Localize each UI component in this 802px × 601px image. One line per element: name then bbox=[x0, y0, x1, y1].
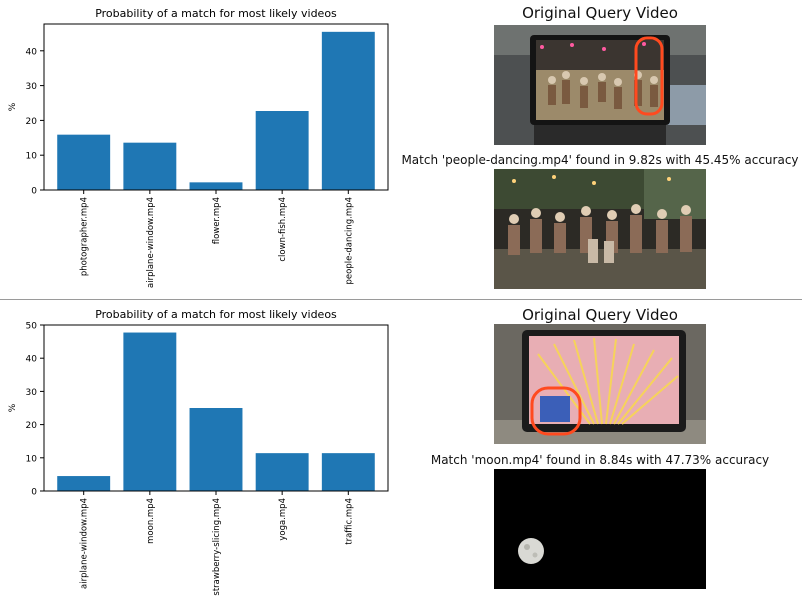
bar bbox=[321, 453, 375, 491]
query-video-frame-1 bbox=[494, 25, 706, 145]
y-tick-label: 10 bbox=[26, 152, 38, 162]
match-video-frame-2 bbox=[494, 469, 706, 589]
plot-frame bbox=[43, 23, 389, 191]
x-tick-label: airplane-window.mp4 bbox=[80, 498, 90, 589]
y-axis-label: % bbox=[8, 403, 18, 412]
y-axis-label: % bbox=[8, 102, 18, 111]
match-result-title-1: Match 'people-dancing.mp4' found in 9.82… bbox=[401, 153, 799, 167]
x-tick-label: moon.mp4 bbox=[146, 498, 156, 544]
chart-title: Probability of a match for most likely v… bbox=[95, 7, 337, 20]
bar bbox=[123, 142, 177, 190]
plot-frame bbox=[43, 324, 389, 492]
bar bbox=[321, 31, 375, 191]
query-video-title-2: Original Query Video bbox=[522, 306, 678, 324]
bar bbox=[189, 182, 243, 190]
bar bbox=[57, 476, 111, 491]
y-tick-label: 20 bbox=[26, 117, 38, 127]
x-tick-label: yoga.mp4 bbox=[278, 498, 288, 541]
y-tick-label: 30 bbox=[26, 82, 38, 92]
y-tick-label: 30 bbox=[26, 388, 38, 398]
bar bbox=[255, 111, 309, 190]
chart-title: Probability of a match for most likely v… bbox=[95, 308, 337, 321]
y-tick-label: 10 bbox=[26, 454, 38, 464]
x-tick-label: photographer.mp4 bbox=[80, 197, 90, 276]
bar bbox=[57, 134, 111, 190]
bar bbox=[255, 453, 309, 491]
match-result-title-2: Match 'moon.mp4' found in 8.84s with 47.… bbox=[430, 453, 770, 467]
x-tick-label: traffic.mp4 bbox=[344, 498, 354, 545]
y-tick-label: 40 bbox=[26, 47, 38, 57]
match-video-frame-1 bbox=[494, 169, 706, 289]
y-tick-label: 0 bbox=[31, 488, 37, 498]
bar-chart-1: Probability of a match for most likely v… bbox=[8, 7, 389, 288]
bar bbox=[189, 408, 243, 491]
x-tick-label: people-dancing.mp4 bbox=[344, 197, 354, 284]
panel-divider bbox=[0, 299, 802, 300]
query-video-frame-2 bbox=[494, 324, 706, 444]
x-tick-label: clown-fish.mp4 bbox=[278, 197, 288, 262]
bar-chart-2: Probability of a match for most likely v… bbox=[8, 308, 389, 596]
x-tick-label: airplane-window.mp4 bbox=[146, 197, 156, 288]
y-tick-label: 0 bbox=[31, 187, 37, 197]
bar bbox=[123, 332, 177, 491]
query-video-title-1: Original Query Video bbox=[522, 4, 678, 22]
x-tick-label: strawberry-slicing.mp4 bbox=[212, 498, 222, 596]
y-tick-label: 20 bbox=[26, 421, 38, 431]
y-tick-label: 50 bbox=[26, 322, 38, 332]
x-tick-label: flower.mp4 bbox=[212, 197, 222, 244]
y-tick-label: 40 bbox=[26, 355, 38, 365]
